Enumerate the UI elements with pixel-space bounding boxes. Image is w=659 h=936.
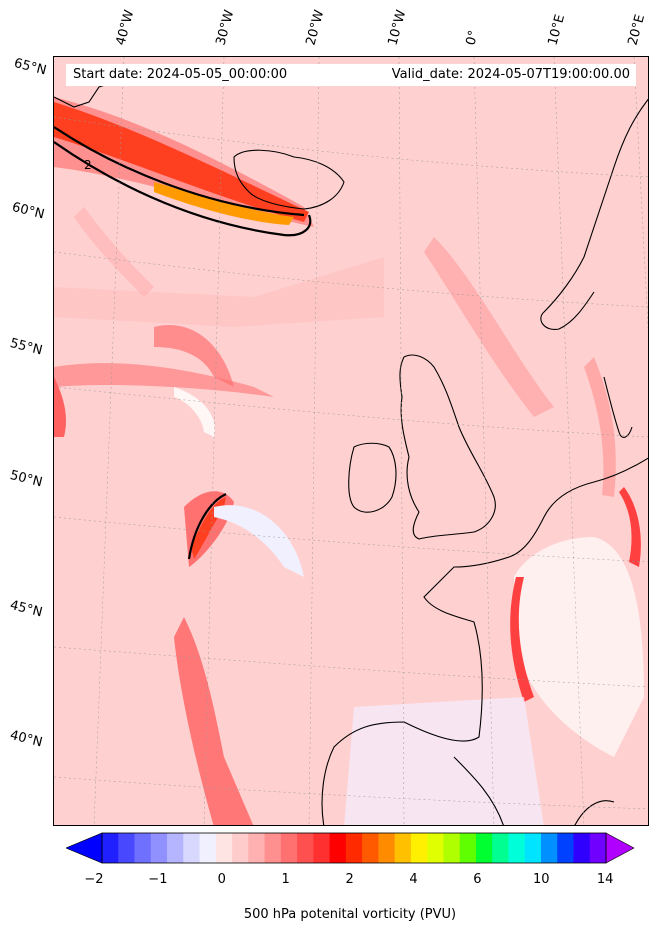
colorbar-cell: [329, 833, 347, 863]
colorbar-cell: [345, 833, 363, 863]
colorbar-tick-label: 2: [345, 872, 354, 887]
colorbar-tick-label: −2: [84, 872, 104, 887]
colorbar-cell: [280, 833, 298, 863]
lat-label-65n: 65°N: [12, 56, 48, 79]
lat-label-55n: 55°N: [8, 336, 44, 359]
colorbar-cell: [264, 833, 282, 863]
colorbar-cell: [378, 833, 396, 863]
colorbar-cell: [248, 833, 265, 863]
lon-label-30w: 30°W: [213, 8, 238, 47]
colorbar-cell: [524, 833, 542, 863]
colorbar-cell: [102, 833, 119, 863]
iceland-coast: [233, 149, 345, 210]
continent-coast: [321, 457, 648, 825]
denmark-coast: [603, 376, 633, 438]
start-date-text: Start date: 2024-05-05_00:00:00: [73, 67, 288, 82]
contour-label: 2: [84, 158, 92, 172]
colorbar-tick-label: 6: [473, 872, 482, 887]
colorbar-cell: [410, 833, 428, 863]
coastlines: [54, 66, 648, 825]
lat-label-50n: 50°N: [8, 468, 44, 491]
colorbar-cell: [118, 833, 135, 863]
lon-label-10e: 10°E: [545, 12, 569, 48]
colorbar-cell: [492, 833, 509, 863]
colorbar-tick-label: 14: [596, 872, 614, 887]
colorbar-cell: [199, 833, 217, 863]
colorbar-tick-label: 0: [217, 872, 226, 887]
lon-label-40w: 40°W: [113, 8, 138, 47]
africa-coast: [574, 800, 615, 825]
lon-label-10w: 10°W: [385, 8, 410, 47]
date-info-box: Start date: 2024-05-05_00:00:00 Valid_da…: [66, 64, 636, 86]
colorbar-cell: [297, 833, 314, 863]
valid-date-text: Valid_date: 2024-05-07T19:00:00.00: [391, 67, 630, 82]
colorbar-label: 500 hPa potenital vorticity (PVU): [243, 907, 457, 922]
colorbar-cell: [362, 833, 379, 863]
colorbar-cell: [589, 833, 607, 863]
colorbar-cell: [183, 833, 200, 863]
colorbar-tick-label: −1: [148, 872, 168, 887]
colorbar-cell: [215, 833, 233, 863]
norway-coast: [540, 98, 648, 330]
britain-coast: [399, 354, 496, 540]
lon-label-0: 0°: [463, 28, 482, 47]
colorbar-extend-max: [605, 832, 635, 864]
ireland-coast: [348, 442, 397, 513]
colorbar-cell: [427, 833, 444, 863]
colorbar-cell: [167, 833, 184, 863]
colorbar-cell: [459, 833, 477, 863]
map-plot-area: 2: [53, 56, 649, 826]
pv-map: 2: [54, 57, 648, 825]
colorbar-cell: [313, 833, 331, 863]
lat-label-40n: 40°N: [8, 728, 44, 751]
colorbar-cell: [134, 833, 152, 863]
colorbar-cell: [443, 833, 461, 863]
colorbar-tick-label: 1: [281, 872, 290, 887]
lon-label-20e: 20°E: [625, 12, 649, 48]
colorbar-outline: [101, 832, 607, 864]
colorbar-cell: [232, 833, 249, 863]
colorbar-tick-label: 4: [409, 872, 418, 887]
colorbar-cell: [573, 833, 591, 863]
colorbar-cell: [394, 833, 412, 863]
colorbar-cell: [557, 833, 574, 863]
colorbar-cell: [508, 833, 526, 863]
colorbar-cells: [102, 833, 607, 863]
colorbar-extend-min: [66, 832, 103, 864]
lat-label-45n: 45°N: [8, 598, 44, 621]
pv-2-contour: [54, 126, 312, 560]
pv-contour-fill: [54, 97, 644, 825]
lon-label-20w: 20°W: [303, 8, 328, 47]
colorbar: [66, 832, 635, 864]
graticule: [54, 57, 648, 825]
colorbar-cell: [475, 833, 493, 863]
colorbar-cell: [150, 833, 168, 863]
lat-label-60n: 60°N: [10, 200, 46, 223]
colorbar-tick-label: 10: [533, 872, 550, 887]
iberia-south: [453, 756, 504, 825]
colorbar-cell: [540, 833, 558, 863]
